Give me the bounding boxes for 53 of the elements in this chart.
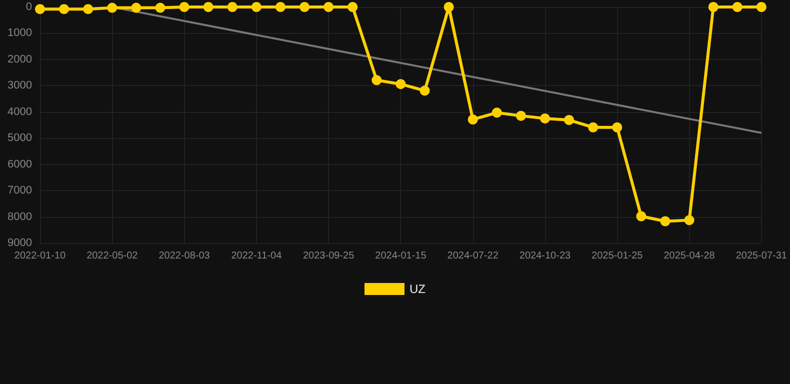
point <box>227 2 238 12</box>
point <box>492 108 502 118</box>
point <box>300 2 310 12</box>
point <box>420 86 430 96</box>
point <box>35 4 45 14</box>
point <box>732 2 742 12</box>
x-tick-label: 2025-04-28 <box>664 250 716 262</box>
y-tick-label: 2000 <box>8 53 32 66</box>
point <box>516 110 526 121</box>
point <box>396 79 406 90</box>
point <box>348 2 358 12</box>
y-tick-label: 8000 <box>8 210 32 223</box>
y-tick-label: 5000 <box>8 132 32 144</box>
y-tick-label: 0 <box>26 1 32 13</box>
x-tick-label: 2022-05-02 <box>86 250 138 262</box>
point <box>468 114 478 124</box>
x-tick-label: 2023-09-25 <box>302 250 355 262</box>
point <box>59 4 70 14</box>
point <box>107 2 118 13</box>
point <box>540 113 550 124</box>
y-tick-label: 1000 <box>8 27 32 40</box>
x-tick-label: 2022-11-04 <box>231 250 282 262</box>
point <box>203 2 214 12</box>
x-tick-label: 2025-01-25 <box>592 250 644 262</box>
x-tick-label: 2022-01-10 <box>14 250 66 262</box>
x-tick-label: 2024-10-23 <box>519 250 572 262</box>
point <box>179 2 190 12</box>
y-tick-label: 7000 <box>8 184 32 197</box>
point <box>564 115 574 126</box>
point <box>155 2 166 13</box>
point <box>83 4 94 14</box>
y-tick-label: 3000 <box>8 80 32 92</box>
point <box>612 122 622 132</box>
x-tick-label: 2025-07-31 <box>736 250 788 262</box>
point <box>372 75 382 86</box>
point <box>275 2 286 12</box>
point <box>324 2 334 12</box>
point <box>684 215 694 226</box>
point <box>708 2 718 12</box>
x-tick-label: 2024-07-22 <box>447 250 499 262</box>
point <box>131 2 142 13</box>
point <box>636 211 646 222</box>
y-tick-label: 4000 <box>8 106 32 118</box>
point <box>444 2 454 12</box>
legend-label: UZ <box>410 282 426 296</box>
y-tick-label: 6000 <box>8 158 32 170</box>
point <box>756 2 766 12</box>
point <box>660 216 670 226</box>
x-tick-label: 2024-01-15 <box>375 250 427 262</box>
point <box>251 2 262 12</box>
x-tick-label: 2022-08-03 <box>158 250 210 262</box>
point <box>588 122 598 132</box>
y-tick-label: 9000 <box>8 237 32 249</box>
